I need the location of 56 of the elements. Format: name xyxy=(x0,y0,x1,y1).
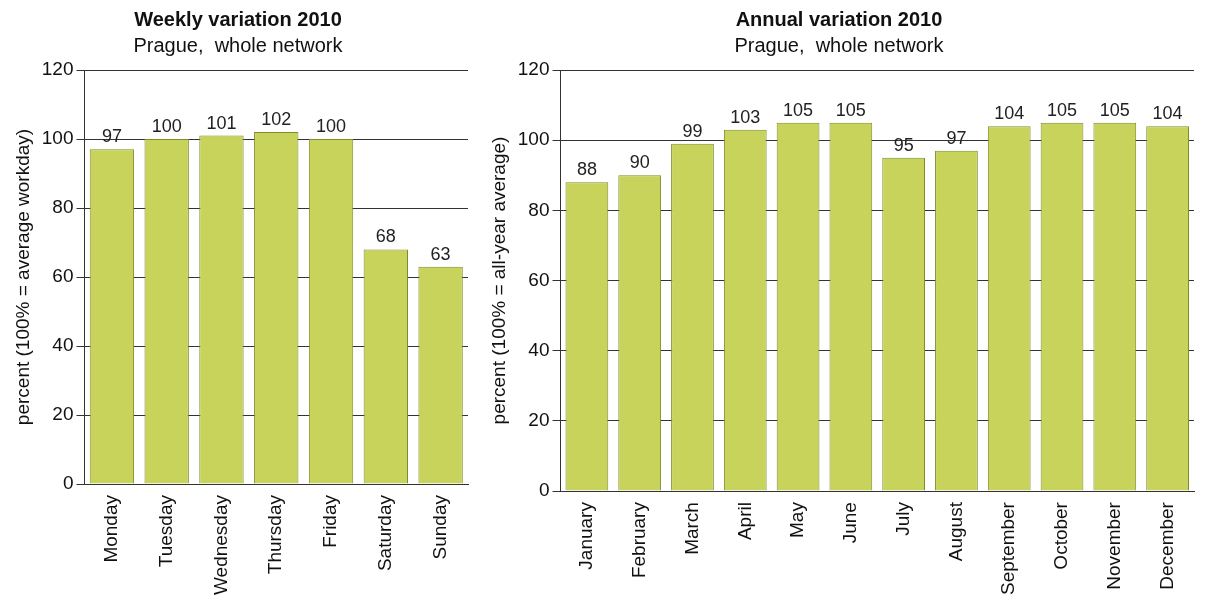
y-tick-label: 60 xyxy=(52,265,74,287)
chart-title: Annual variation 2010 xyxy=(735,7,943,30)
x-tick-label: April xyxy=(733,502,755,541)
y-tick-label: 80 xyxy=(528,198,550,220)
x-tick-label: February xyxy=(627,501,649,579)
y-tick-label: 20 xyxy=(52,403,74,425)
x-tick-label: October xyxy=(1050,501,1072,570)
y-tick-label: 120 xyxy=(41,58,74,80)
data-label: 99 xyxy=(682,120,703,141)
data-label: 104 xyxy=(994,103,1025,124)
chart-subtitle: Prague, whole network xyxy=(734,33,945,56)
x-tick-label: January xyxy=(575,501,597,570)
data-label: 88 xyxy=(576,159,597,180)
data-label: 90 xyxy=(629,152,650,173)
data-label: 63 xyxy=(430,243,451,264)
y-tick-label: 80 xyxy=(52,196,74,218)
x-tick-label: Tuesday xyxy=(154,494,176,568)
y-axis-title: percent (100% = all-year average) xyxy=(487,136,509,425)
x-tick-label: July xyxy=(891,501,913,536)
x-tick-label: September xyxy=(997,501,1019,596)
data-label: 68 xyxy=(375,226,396,247)
y-tick-label: 40 xyxy=(52,334,74,356)
x-tick-label: June xyxy=(839,502,861,544)
x-tick-label: May xyxy=(786,501,808,538)
data-label: 105 xyxy=(1099,99,1130,120)
data-label: 100 xyxy=(151,115,182,136)
x-tick-label: Monday xyxy=(100,494,122,563)
data-label: 104 xyxy=(1152,103,1183,124)
y-tick-label: 0 xyxy=(538,479,550,501)
x-tick-label: Thursday xyxy=(264,494,286,575)
data-label: 101 xyxy=(206,112,237,133)
y-tick-label: 40 xyxy=(528,338,550,360)
y-tick-label: 120 xyxy=(517,58,550,80)
data-label: 103 xyxy=(730,106,761,127)
x-tick-label: Sunday xyxy=(428,494,450,560)
data-label: 105 xyxy=(835,99,866,120)
x-tick-label: March xyxy=(680,502,702,555)
y-tick-label: 20 xyxy=(528,409,550,431)
data-label: 105 xyxy=(783,99,814,120)
x-tick-label: August xyxy=(944,501,966,562)
data-label: 102 xyxy=(261,109,292,130)
y-tick-label: 60 xyxy=(528,268,550,290)
x-tick-label: Wednesday xyxy=(209,494,231,596)
x-tick-label: December xyxy=(1155,501,1177,590)
y-axis-title: percent (100% = average workday) xyxy=(11,128,33,426)
y-tick-label: 0 xyxy=(62,472,74,494)
y-tick-label: 100 xyxy=(517,128,550,150)
x-tick-label: Friday xyxy=(319,494,341,548)
x-tick-label: November xyxy=(1103,501,1125,590)
x-tick-label: Saturday xyxy=(374,494,396,572)
data-label: 100 xyxy=(316,115,347,136)
chart-subtitle: Prague, whole network xyxy=(133,33,344,56)
chart-title: Weekly variation 2010 xyxy=(134,7,342,30)
y-tick-label: 100 xyxy=(41,127,74,149)
data-label: 95 xyxy=(893,134,914,155)
data-label: 105 xyxy=(1047,99,1078,120)
